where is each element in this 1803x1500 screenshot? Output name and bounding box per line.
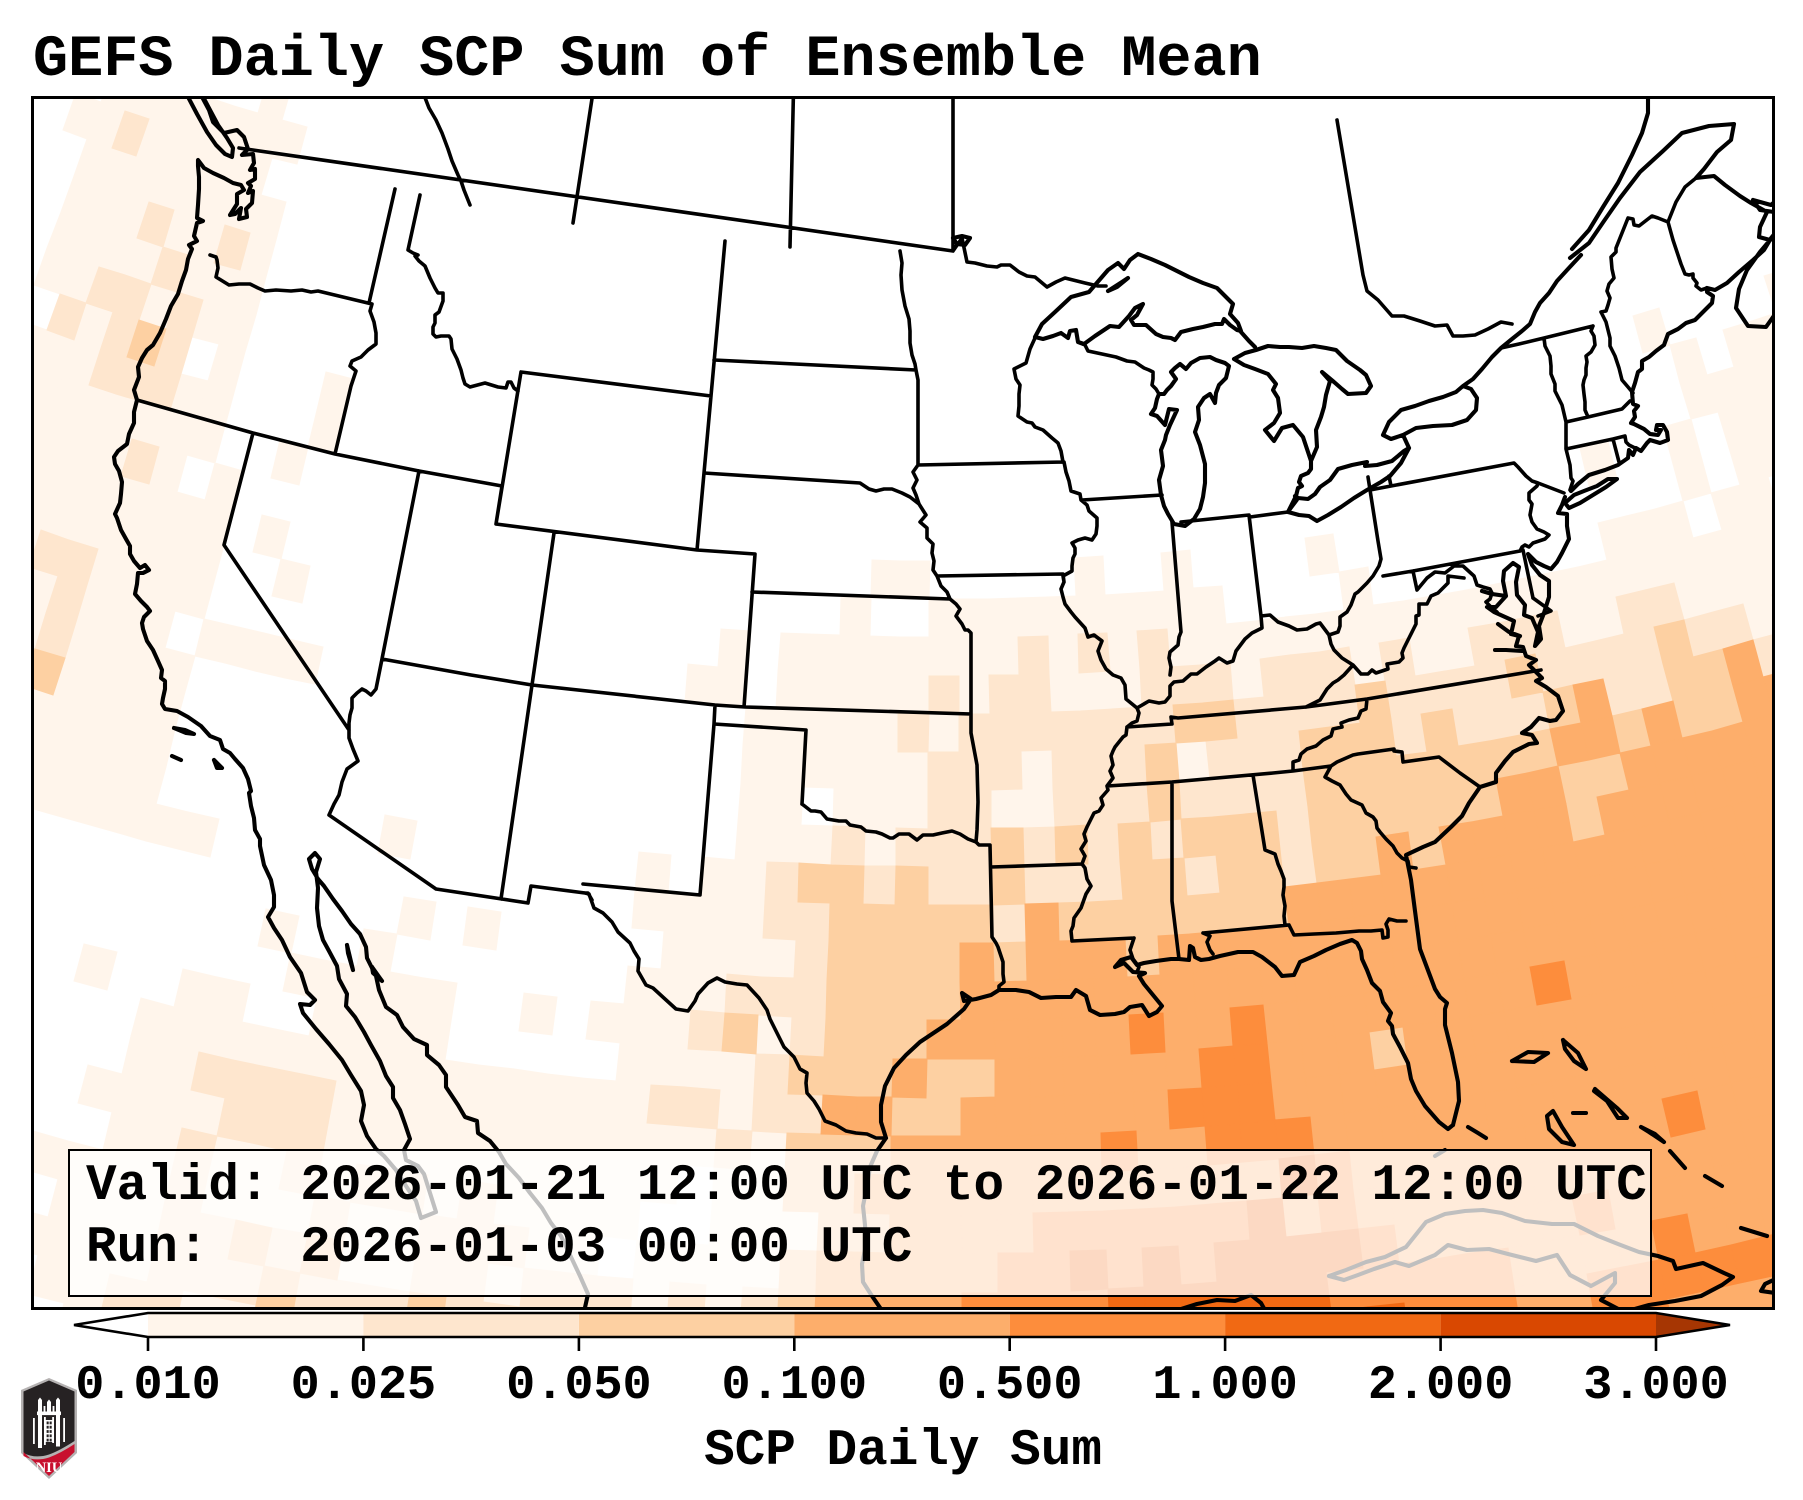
svg-text:2.000: 2.000 <box>1368 1358 1514 1413</box>
svg-text:3.000: 3.000 <box>1583 1358 1729 1413</box>
svg-text:0.010: 0.010 <box>75 1358 221 1413</box>
svg-text:0.050: 0.050 <box>506 1358 652 1413</box>
svg-text:SCP Daily Sum: SCP Daily Sum <box>704 1423 1102 1480</box>
svg-text:1.000: 1.000 <box>1152 1358 1298 1413</box>
svg-text:NIU: NIU <box>36 1460 63 1476</box>
svg-text:0.100: 0.100 <box>722 1358 868 1413</box>
svg-text:0.025: 0.025 <box>291 1358 437 1413</box>
svg-text:0.500: 0.500 <box>937 1358 1083 1413</box>
